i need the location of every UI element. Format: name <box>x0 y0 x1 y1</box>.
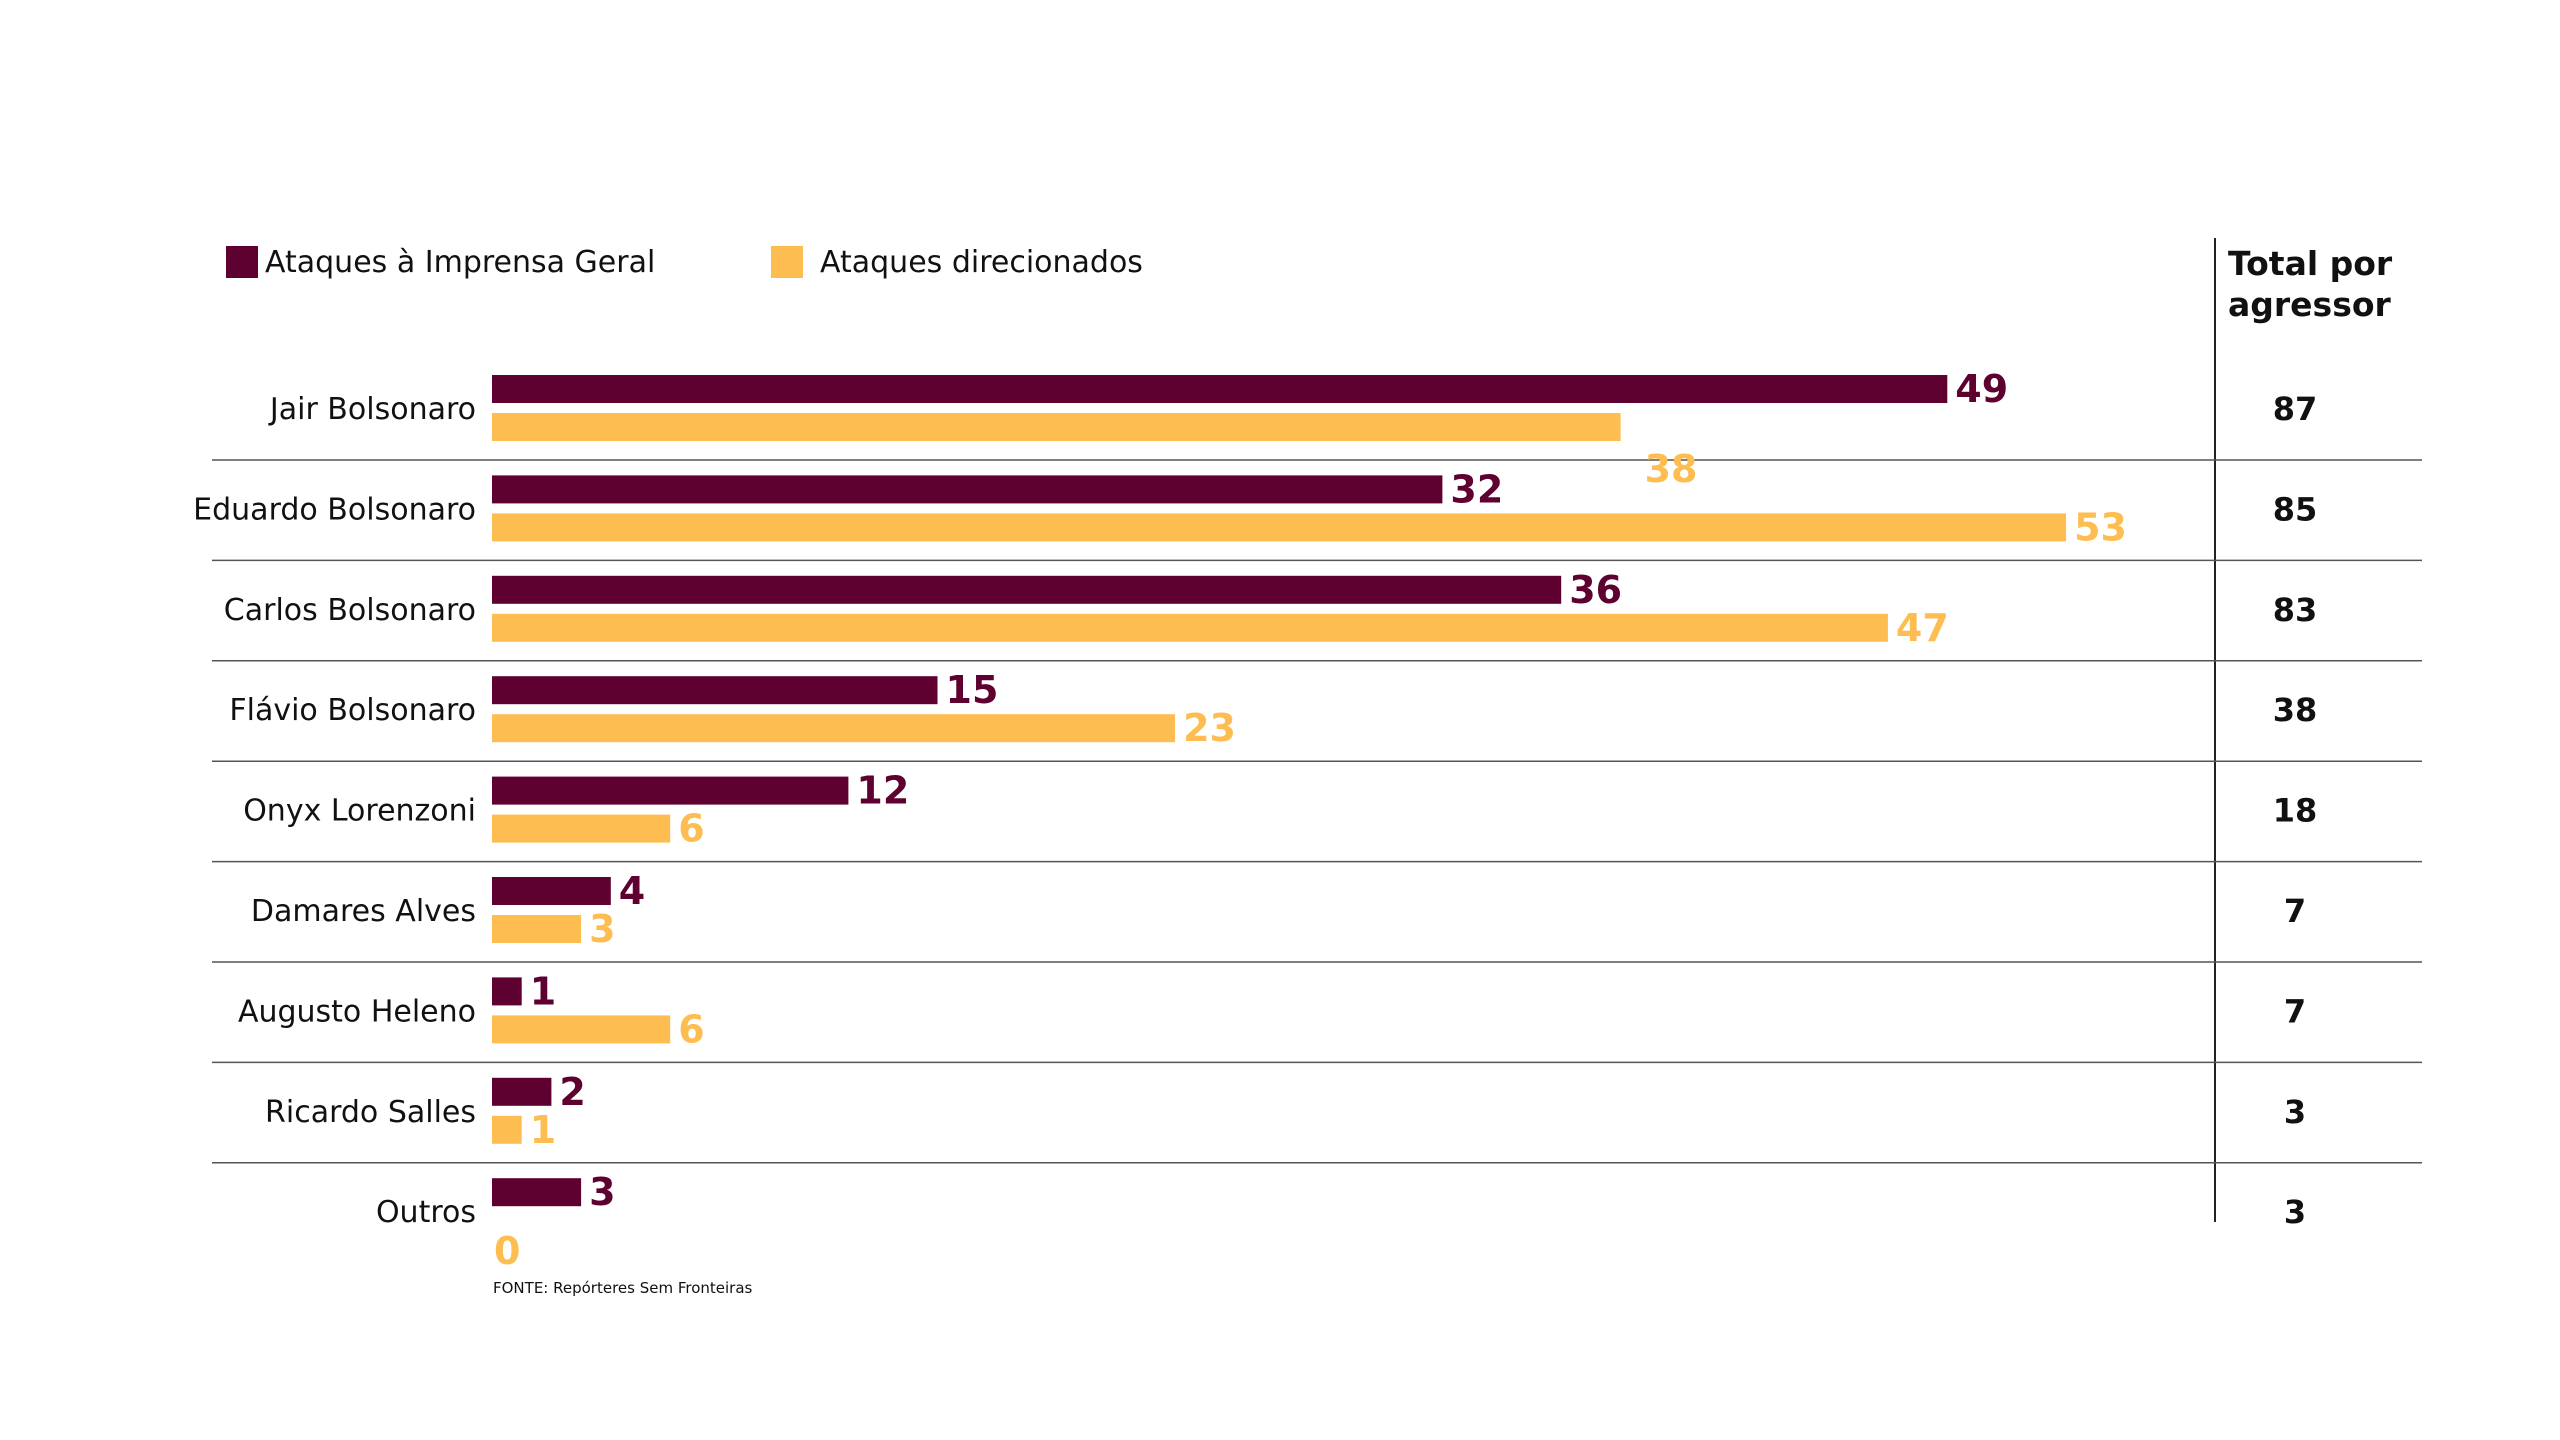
value-label-direcionados: 6 <box>678 807 704 851</box>
total-value: 38 <box>2273 691 2318 729</box>
legend-swatch-1 <box>226 246 258 278</box>
total-value: 87 <box>2273 390 2318 428</box>
row-dividers <box>212 238 2422 1222</box>
value-label-geral: 36 <box>1569 568 1622 612</box>
value-label-geral: 1 <box>530 969 556 1013</box>
value-label-geral: 15 <box>946 668 999 712</box>
category-label: Outros <box>376 1195 476 1230</box>
legend-label-1: Ataques à Imprensa Geral <box>265 245 655 280</box>
bar-direcionados <box>492 1015 671 1044</box>
value-label-geral: 4 <box>619 869 645 913</box>
category-label: Ricardo Salles <box>265 1095 476 1130</box>
source-note: FONTE: Repórteres Sem Fronteiras <box>493 1279 753 1297</box>
bar-geral <box>492 877 611 905</box>
total-value: 18 <box>2273 792 2318 830</box>
value-label-direcionados: 38 <box>1645 447 1698 491</box>
category-label: Carlos Bolsonaro <box>224 593 476 628</box>
totals-header-line-1: Total por <box>2228 244 2393 283</box>
category-label: Flávio Bolsonaro <box>229 693 476 728</box>
category-label: Onyx Lorenzoni <box>243 794 476 829</box>
bar-geral <box>492 575 1562 604</box>
value-label-direcionados: 23 <box>1183 706 1236 750</box>
totals-header-line-2: agressor <box>2228 285 2392 324</box>
value-label-geral: 3 <box>589 1170 615 1214</box>
category-label: Augusto Heleno <box>238 994 476 1029</box>
category-label: Jair Bolsonaro <box>268 392 476 427</box>
value-label-direcionados: 3 <box>589 907 615 951</box>
value-label-geral: 2 <box>559 1070 585 1114</box>
total-value: 85 <box>2273 490 2318 528</box>
value-label-direcionados: 0 <box>494 1229 520 1273</box>
bar-direcionados <box>492 714 1176 743</box>
legend-label-2: Ataques direcionados <box>820 245 1143 280</box>
category-label: Eduardo Bolsonaro <box>193 492 476 527</box>
bar-direcionados <box>492 915 582 943</box>
legend: Ataques à Imprensa Geral Ataques direcion… <box>226 245 1143 280</box>
value-label-geral: 12 <box>856 769 909 813</box>
bar-geral <box>492 1178 582 1207</box>
bar-geral <box>492 475 1443 504</box>
bar-direcionados <box>492 513 2067 542</box>
value-label-geral: 32 <box>1450 467 1503 511</box>
value-label-direcionados: 53 <box>2074 505 2127 549</box>
total-value: 3 <box>2284 1093 2306 1131</box>
value-label-direcionados: 1 <box>530 1108 556 1152</box>
total-value: 7 <box>2284 992 2306 1030</box>
bar-geral <box>492 977 522 1006</box>
bar-direcionados <box>492 413 1621 441</box>
total-value: 83 <box>2273 591 2318 629</box>
total-value: 7 <box>2284 892 2306 930</box>
legend-swatch-2 <box>771 246 803 278</box>
bar-direcionados <box>492 613 1888 642</box>
bar-geral <box>492 676 938 705</box>
total-value: 3 <box>2284 1193 2306 1231</box>
bar-direcionados <box>492 1115 522 1144</box>
bar-geral <box>492 375 1948 403</box>
bar-direcionados <box>492 814 671 843</box>
bar-geral <box>492 776 849 805</box>
bars <box>492 375 2067 1207</box>
category-label: Damares Alves <box>251 894 476 929</box>
category-labels: Jair Bolsonaro Eduardo Bolsonaro Carlos Bo… <box>193 392 476 1230</box>
value-label-direcionados: 47 <box>1896 606 1949 650</box>
totals-column: 87 85 83 38 18 7 7 3 3 <box>2273 390 2318 1231</box>
value-label-direcionados: 6 <box>678 1007 704 1051</box>
value-label-geral: 49 <box>1955 367 2008 411</box>
bar-geral <box>492 1077 552 1106</box>
